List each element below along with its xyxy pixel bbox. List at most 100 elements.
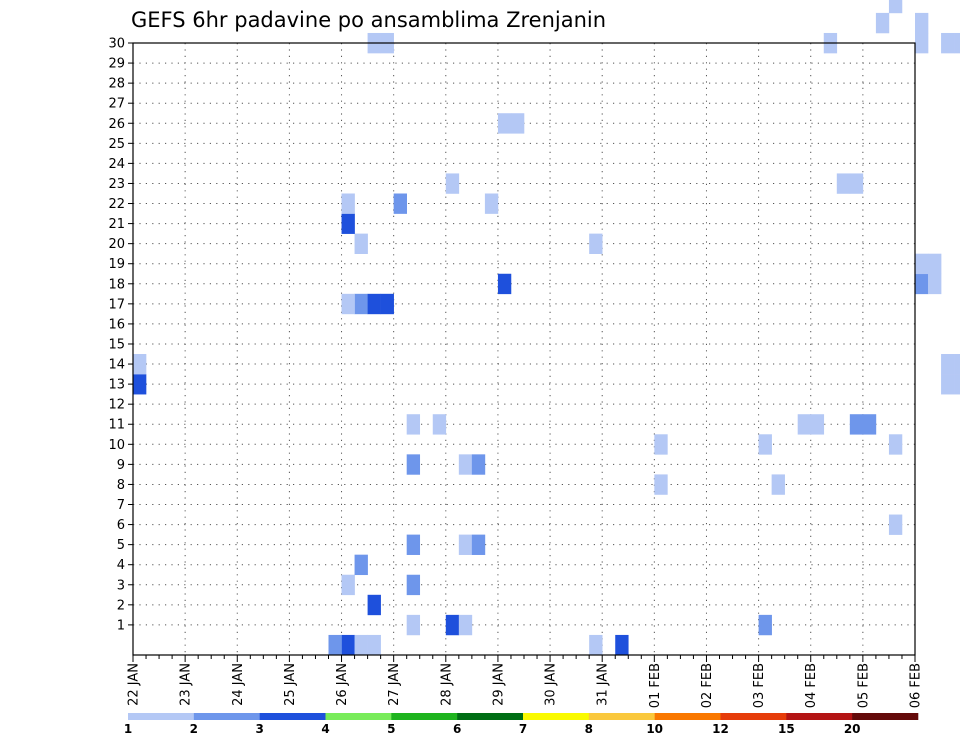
y-tick-label: 10 bbox=[108, 438, 125, 453]
x-tick-label: 26 JAN bbox=[335, 663, 350, 706]
colorbar-label: 15 bbox=[778, 722, 795, 736]
precip-cell bbox=[497, 273, 512, 295]
y-tick-label: 29 bbox=[108, 57, 125, 72]
y-tick-label: 23 bbox=[108, 177, 125, 192]
colorbar-label: 8 bbox=[585, 722, 593, 736]
colorbar-swatch bbox=[391, 713, 458, 720]
precip-cell bbox=[915, 32, 929, 54]
x-tick-label: 24 JAN bbox=[231, 663, 246, 706]
precip-cell bbox=[367, 293, 381, 315]
precip-cell bbox=[771, 474, 785, 495]
precip-cell bbox=[954, 354, 960, 375]
y-tick-label: 15 bbox=[108, 337, 125, 352]
x-tick-label: 03 FEB bbox=[752, 663, 767, 708]
precip-cell bbox=[354, 554, 368, 576]
x-tick-label: 02 FEB bbox=[700, 663, 715, 708]
y-tick-label: 16 bbox=[108, 317, 125, 332]
precip-cell bbox=[133, 354, 147, 375]
precip-cell bbox=[445, 614, 460, 636]
precip-cell bbox=[915, 273, 929, 295]
x-tick-label: 30 JAN bbox=[544, 663, 559, 706]
precip-cell bbox=[354, 293, 368, 315]
y-tick-label: 13 bbox=[108, 378, 125, 393]
colorbar-label: 12 bbox=[712, 722, 729, 736]
x-axis-ticks: 22 JAN 23 JAN 24 JAN 25 JAN 26 JAN 27 JAN 28 J… bbox=[127, 655, 924, 708]
x-tick-label: 05 FEB bbox=[856, 663, 871, 708]
precip-cell bbox=[328, 634, 342, 656]
y-tick-label: 22 bbox=[108, 197, 125, 212]
precip-cell bbox=[484, 193, 499, 214]
colorbar-swatch bbox=[457, 713, 524, 720]
colorbar-swatch bbox=[259, 713, 326, 720]
y-tick-label: 28 bbox=[108, 77, 125, 92]
y-tick-label: 2 bbox=[117, 598, 125, 613]
x-tick-label: 28 JAN bbox=[439, 663, 454, 706]
colorbar-label: 4 bbox=[321, 722, 329, 736]
colorbar: 1 2 3 4 5 6 7 8 10 12 15 20 bbox=[124, 713, 919, 736]
y-tick-label: 6 bbox=[117, 518, 125, 533]
precip-cell bbox=[341, 574, 355, 596]
precip-cell bbox=[849, 414, 864, 435]
precip-cell bbox=[497, 113, 512, 134]
precip-cells bbox=[133, 0, 960, 656]
colorbar-label: 20 bbox=[844, 722, 861, 736]
precip-cell bbox=[354, 634, 368, 656]
precip-cell bbox=[941, 374, 955, 395]
x-tick-label: 22 JAN bbox=[127, 663, 142, 706]
colorbar-label: 6 bbox=[453, 722, 461, 736]
y-tick-label: 27 bbox=[108, 97, 125, 112]
colorbar-label: 7 bbox=[519, 722, 527, 736]
precip-cell bbox=[589, 634, 603, 656]
precip-cell bbox=[406, 534, 421, 555]
y-tick-label: 4 bbox=[117, 558, 125, 573]
precip-cell bbox=[849, 173, 864, 194]
y-tick-label: 20 bbox=[108, 237, 125, 252]
y-tick-label: 26 bbox=[108, 117, 125, 132]
chart-title: GEFS 6hr padavine po ansamblima Zrenjani… bbox=[131, 8, 606, 32]
precip-cell bbox=[458, 454, 473, 475]
precip-cell bbox=[367, 594, 381, 616]
precip-cell bbox=[458, 534, 473, 555]
precip-cell bbox=[928, 253, 942, 275]
precip-cell bbox=[928, 273, 942, 295]
y-tick-label: 21 bbox=[108, 217, 125, 232]
precip-cell bbox=[471, 454, 486, 475]
precip-cell bbox=[406, 574, 421, 596]
colorbar-label: 10 bbox=[646, 722, 663, 736]
precip-cell bbox=[367, 634, 381, 656]
x-tick-label: 06 FEB bbox=[909, 663, 924, 708]
precip-cell bbox=[615, 634, 629, 656]
precip-cell bbox=[341, 213, 355, 234]
precip-cell bbox=[458, 614, 473, 636]
x-tick-label: 25 JAN bbox=[283, 663, 298, 706]
precip-cell bbox=[341, 293, 355, 315]
colorbar-label: 1 bbox=[124, 722, 132, 736]
precip-cell bbox=[432, 414, 447, 435]
colorbar-swatch bbox=[193, 713, 260, 720]
y-tick-label: 3 bbox=[117, 578, 125, 593]
y-axis-ticks: 1234567891011121314151617181920212223242… bbox=[108, 37, 133, 633]
precip-cell bbox=[954, 32, 960, 54]
y-tick-label: 11 bbox=[108, 418, 125, 433]
y-tick-label: 14 bbox=[108, 358, 125, 373]
precip-cell bbox=[810, 414, 825, 435]
precip-cell bbox=[406, 454, 421, 475]
precip-cell bbox=[133, 374, 147, 395]
precip-cell bbox=[875, 12, 890, 34]
y-tick-label: 17 bbox=[108, 297, 125, 312]
precip-cell bbox=[888, 0, 903, 14]
precip-cell bbox=[406, 414, 421, 435]
y-tick-label: 8 bbox=[117, 478, 125, 493]
precip-cell bbox=[888, 434, 903, 455]
colorbar-swatch bbox=[128, 713, 195, 720]
x-tick-label: 27 JAN bbox=[387, 663, 402, 706]
colorbar-swatch bbox=[325, 713, 392, 720]
colorbar-label: 2 bbox=[190, 722, 198, 736]
x-tick-label: 29 JAN bbox=[491, 663, 506, 706]
y-tick-label: 12 bbox=[108, 398, 125, 413]
precip-cell bbox=[380, 293, 394, 315]
colorbar-swatch bbox=[720, 713, 787, 720]
precip-cell bbox=[915, 253, 929, 275]
precip-cell bbox=[836, 173, 851, 194]
